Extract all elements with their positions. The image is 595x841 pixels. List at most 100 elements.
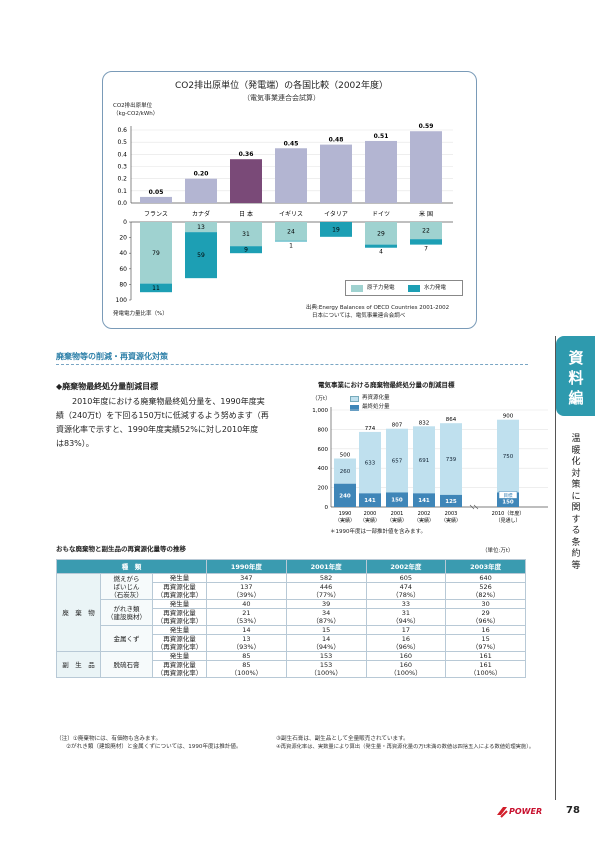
recycle-label-line: 再資源化量: [163, 609, 196, 617]
recycle-value: 13 （93%）: [206, 634, 287, 652]
country-label: 米 国: [419, 210, 433, 218]
recycle-rate: （87%）: [312, 617, 340, 625]
country-label: 日 本: [239, 210, 253, 218]
nuclear-value-label: 24: [287, 228, 295, 235]
item-name: がれき類 （建設廃材）: [100, 599, 153, 626]
hydro-bar: [365, 244, 397, 248]
recycle-value-label: 739: [446, 457, 457, 463]
recycle-amount: 29: [481, 609, 490, 617]
recycle-rate: （78%）: [392, 591, 420, 599]
co2-y-tick: 0.3: [117, 164, 127, 171]
recycle-value: 16 （96%）: [365, 634, 447, 652]
co2-value-label: 0.20: [194, 171, 209, 178]
recycle-value: 85 （100%）: [206, 660, 287, 678]
nuclear-bar: [140, 222, 172, 284]
final-bar: [334, 483, 356, 507]
hydro-bar: [275, 240, 307, 242]
waste-total-label: 774: [365, 426, 376, 432]
generation-value: 33: [365, 599, 447, 609]
recycle-amount: 526: [479, 583, 492, 591]
recycle-rate: （93%）: [232, 643, 261, 651]
hydro-bar: [230, 246, 262, 254]
generation-value: 40: [206, 599, 287, 609]
recycle-amount: 31: [401, 609, 411, 617]
generation-label: 発生量: [152, 573, 207, 583]
target-tag: 目標: [504, 492, 513, 499]
waste-chart-unit: （万t）: [312, 396, 331, 402]
waste-year-label: 2002: [418, 511, 431, 517]
generation-value: 85: [206, 651, 287, 661]
waste-total-label: 864: [446, 417, 457, 423]
recycle-value: 446 （77%）: [285, 582, 367, 600]
final-bar: [359, 493, 381, 507]
ratio-label: 発電電力量比率（%）: [113, 311, 168, 317]
generation-value: 16: [445, 625, 526, 635]
item-name: 燃えがら ばいじん （石炭灰）: [100, 573, 153, 600]
waste-year-label: 1990: [339, 511, 352, 517]
generation-value: 17: [365, 625, 447, 635]
goal-line-4: は83%）。: [56, 439, 94, 448]
waste-y-tick: 800: [318, 427, 329, 433]
legend-nuclear-label: 原子力発電: [367, 285, 395, 291]
co2-bar: [185, 178, 217, 203]
waste-year-label: 2000: [364, 511, 377, 517]
goal-heading: ◆廃棄物最終処分量削減目標: [56, 382, 159, 391]
co2-y-tick: 0.5: [117, 139, 127, 146]
recycle-value-label: 657: [392, 459, 403, 465]
final-value-label: 141: [364, 498, 376, 504]
recycle-rate: （100%）: [310, 669, 342, 677]
section-header: 廃棄物等の削減・再資源化対策: [56, 352, 528, 365]
country-label: ドイツ: [372, 211, 390, 218]
note-2: ②がれき類（建設廃材）と金属くずについては、1990年度は推計値。: [66, 744, 242, 750]
recycle-value: 14 （94%）: [285, 634, 367, 652]
co2-value-label: 0.45: [284, 140, 299, 147]
recycling-table: 種 類 1990年度 2001年度 2002年度 2003年度 廃 棄 物燃えが…: [56, 559, 526, 678]
recycle-amount: 474: [399, 583, 413, 591]
sidebar-vertical-text: 温暖化対策に関する条約等: [571, 434, 581, 571]
waste-total-label: 807: [392, 423, 403, 429]
waste-year-status: （実績）: [441, 517, 461, 524]
recycle-label-line: 再資源化量: [163, 583, 196, 591]
recycle-label: 再資源化量 （再資源化率）: [152, 634, 207, 652]
recycle-value: 474 （78%）: [365, 582, 447, 600]
generation-value: 160: [365, 651, 447, 661]
recycle-value: 153 （100%）: [285, 660, 367, 678]
generation-value: 30: [445, 599, 526, 609]
co2-value-label: 0.51: [374, 133, 389, 140]
final-value-label: 125: [445, 499, 457, 505]
ratio-y-tick: 80: [119, 281, 127, 288]
nuclear-value-label: 13: [197, 224, 205, 231]
recycle-amount: 13: [242, 635, 251, 643]
recycle-rate: （96%）: [471, 617, 500, 625]
generation-value: 605: [365, 573, 447, 583]
sidebar: 資料編 温暖化対策に関する条約等: [555, 336, 595, 800]
co2-bar: [320, 144, 352, 203]
note-1: （注）①廃棄物には、有価物も含みます。: [56, 736, 162, 742]
co2-ylabel-unit: （kg-CO2/kWh）: [113, 111, 159, 117]
recycle-value: 31 （94%）: [365, 608, 447, 626]
page-number: 78: [566, 805, 580, 816]
recycle-rate: （82%）: [471, 591, 500, 599]
recycle-value: 137 （39%）: [206, 582, 287, 600]
co2-value-label: 0.36: [239, 151, 254, 158]
recycle-amount: 34: [321, 609, 331, 617]
co2-y-tick: 0.4: [117, 151, 127, 158]
co2-value-label: 0.48: [329, 137, 344, 144]
recycle-amount: 15: [481, 635, 490, 643]
hydro-value-label: 7: [424, 246, 428, 253]
target-tag-box: [498, 491, 518, 499]
recycle-value: 34 （87%）: [285, 608, 367, 626]
item-name-line: 金属くず: [113, 634, 140, 643]
ratio-y-tick: 40: [119, 250, 127, 257]
source-line-1: 出典:Energy Balances of OECD Countries 200…: [306, 305, 450, 311]
recycle-label-line: 再資源化量: [163, 635, 196, 643]
recycle-label-line: （再資源化率）: [156, 617, 203, 625]
table-unit: （単位:万t）: [482, 548, 514, 554]
goal-line-1: 2010年度における廃棄物最終処分量を、1990年度実: [72, 397, 265, 406]
recycle-value: 15 （97%）: [445, 634, 526, 652]
recycle-label: 再資源化量 （再資源化率）: [152, 660, 207, 678]
recycle-amount: 85: [242, 661, 251, 669]
legend-recycle-swatch: [350, 396, 359, 402]
nuclear-bar: [185, 222, 217, 233]
recycle-bar: [413, 426, 435, 494]
